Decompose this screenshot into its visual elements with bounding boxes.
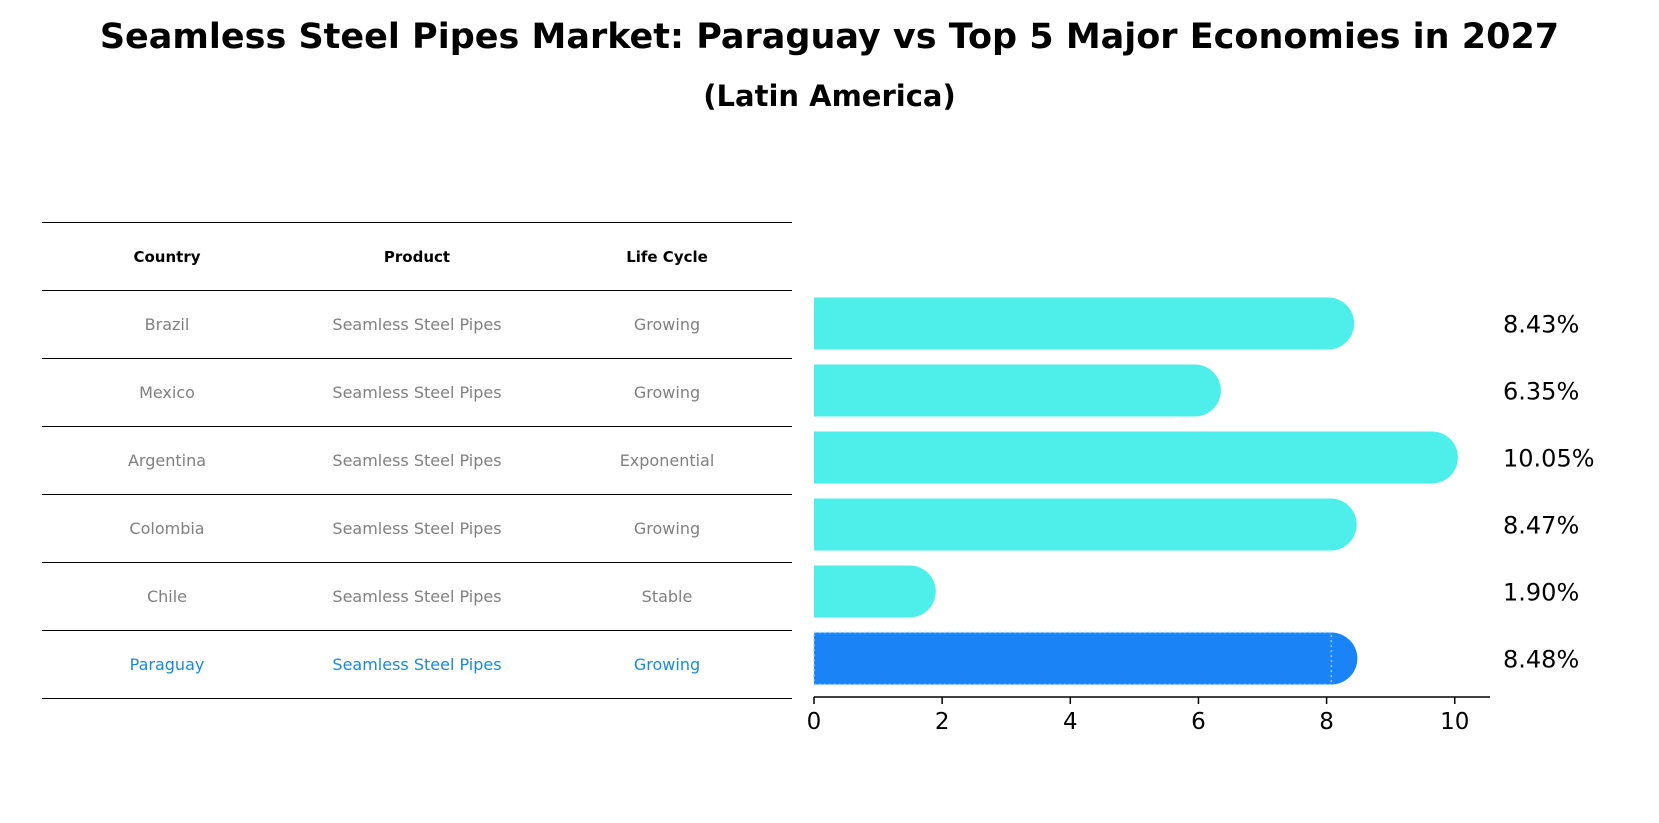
country-cell: Mexico	[139, 383, 195, 402]
country-cell: Paraguay	[129, 655, 205, 674]
product-cell: Seamless Steel Pipes	[332, 519, 502, 538]
x-tick-label: 6	[1191, 709, 1206, 735]
bar	[814, 498, 1357, 551]
life-cycle-cell: Exponential	[619, 451, 715, 470]
bar-value-label: 8.48%	[1503, 646, 1579, 674]
product-cell: Seamless Steel Pipes	[332, 315, 502, 334]
product-cell: Seamless Steel Pipes	[332, 655, 502, 674]
chart-subtitle: (Latin America)	[703, 79, 956, 113]
market-table: Country Product Life Cycle Brazil Seamle…	[42, 222, 792, 699]
life-cycle-cell: Growing	[633, 315, 701, 334]
header-country: Country	[133, 247, 201, 266]
header-product: Product	[383, 247, 451, 266]
table-row: Argentina Seamless Steel Pipes Exponenti…	[42, 427, 792, 495]
chart-title: Seamless Steel Pipes Market: Paraguay vs…	[99, 17, 1560, 57]
table-row: Mexico Seamless Steel Pipes Growing	[42, 359, 792, 427]
life-cycle-cell: Growing	[633, 519, 701, 538]
bar-highlight	[814, 632, 1358, 685]
life-cycle-cell: Growing	[633, 383, 701, 402]
table-row: Chile Seamless Steel Pipes Stable	[42, 563, 792, 631]
bar-value-label: 8.47%	[1503, 512, 1579, 540]
bar	[814, 364, 1221, 417]
table-row: Brazil Seamless Steel Pipes Growing	[42, 291, 792, 359]
bar	[814, 297, 1355, 350]
table-row-highlight: Paraguay Seamless Steel Pipes Growing	[42, 631, 792, 699]
country-cell: Brazil	[144, 315, 190, 334]
table-row: Colombia Seamless Steel Pipes Growing	[42, 495, 792, 563]
bar-value-label: 10.05%	[1503, 445, 1595, 473]
country-cell: Argentina	[127, 451, 207, 470]
table-header-row: Country Product Life Cycle	[42, 222, 792, 291]
bar-value-label: 1.90%	[1503, 579, 1579, 607]
bar-value-label: 8.43%	[1503, 311, 1579, 339]
x-tick-label: 8	[1319, 709, 1334, 735]
x-tick-label: 2	[935, 709, 950, 735]
x-tick-label: 0	[807, 709, 822, 735]
country-cell: Chile	[146, 587, 188, 606]
bar-value-label: 6.35%	[1503, 378, 1579, 406]
life-cycle-cell: Stable	[641, 587, 693, 606]
x-tick-label: 4	[1063, 709, 1078, 735]
x-tick-label: 10	[1440, 709, 1469, 735]
header-life-cycle: Life Cycle	[626, 247, 708, 266]
bar	[814, 565, 936, 618]
life-cycle-cell: Growing	[633, 655, 701, 674]
product-cell: Seamless Steel Pipes	[332, 451, 502, 470]
product-cell: Seamless Steel Pipes	[332, 383, 502, 402]
product-cell: Seamless Steel Pipes	[332, 587, 502, 606]
country-cell: Colombia	[129, 519, 205, 538]
bar	[814, 431, 1458, 484]
